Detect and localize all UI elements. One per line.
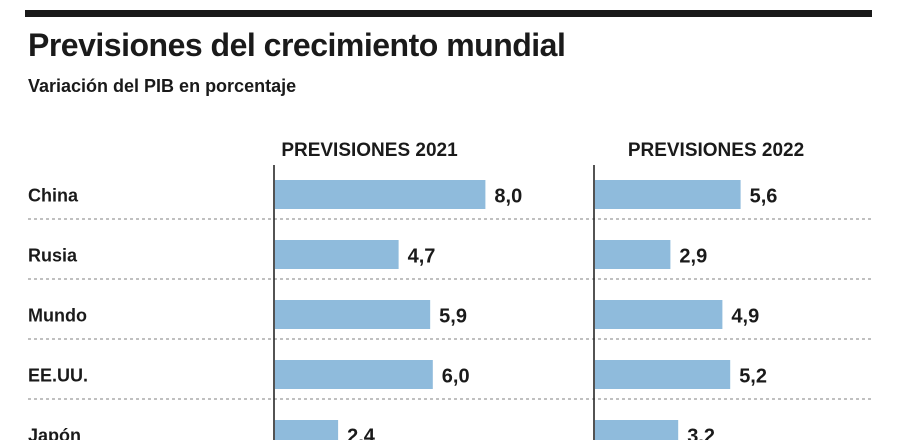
value-label-s1-2: 4,9 xyxy=(731,306,759,328)
chart-subtitle: Variación del PIB en porcentaje xyxy=(28,76,297,96)
bar-s0-4 xyxy=(275,420,339,440)
bar-s0-2 xyxy=(275,300,431,329)
value-label-s1-1: 2,9 xyxy=(679,246,707,268)
value-label-s1-0: 5,6 xyxy=(750,186,778,208)
value-label-s0-0: 8,0 xyxy=(494,186,522,208)
chart-title: Previsiones del crecimiento mundial xyxy=(28,27,566,63)
bar-s0-1 xyxy=(275,240,399,269)
panel-header-2021: PREVISIONES 2021 xyxy=(281,140,458,161)
category-label-0: China xyxy=(28,186,79,206)
category-label-2: Mundo xyxy=(28,306,87,326)
value-label-s0-3: 6,0 xyxy=(442,366,470,388)
category-label-1: Rusia xyxy=(28,246,78,266)
bar-s0-3 xyxy=(275,360,433,389)
bar-s0-0 xyxy=(275,180,486,209)
value-label-s1-3: 5,2 xyxy=(739,366,767,388)
bar-s1-4 xyxy=(595,420,679,440)
value-label-s0-1: 4,7 xyxy=(408,246,436,268)
panel-header-2022: PREVISIONES 2022 xyxy=(627,140,805,161)
value-label-s1-4: 3,2 xyxy=(687,426,715,440)
value-label-s0-4: 2,4 xyxy=(347,426,376,440)
bar-s1-2 xyxy=(595,300,723,329)
category-label-4: Japón xyxy=(28,426,81,440)
category-label-3: EE.UU. xyxy=(28,366,88,386)
bar-s1-1 xyxy=(595,240,671,269)
top-rule xyxy=(25,10,872,17)
bar-s1-0 xyxy=(595,180,741,209)
bar-s1-3 xyxy=(595,360,731,389)
value-label-s0-2: 5,9 xyxy=(439,306,467,328)
